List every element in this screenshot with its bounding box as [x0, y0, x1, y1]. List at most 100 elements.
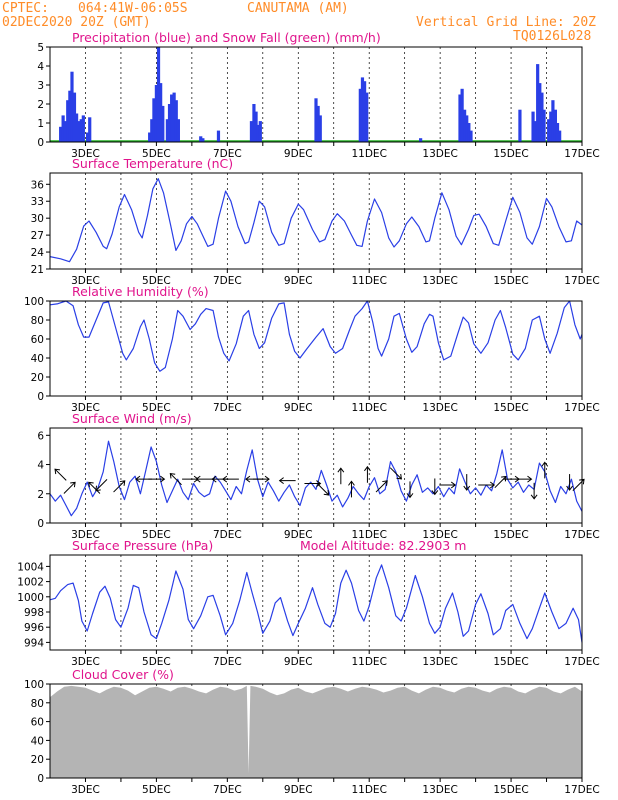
- precip-y-tick-label: 0: [37, 137, 44, 149]
- precip-bar: [199, 136, 203, 142]
- precip-x-tick-label: 13DEC: [422, 148, 457, 160]
- precip-y-tick-label: 2: [37, 99, 44, 111]
- coordinates-label: 064:41W-06:05S: [78, 1, 188, 16]
- wind-arrow: [389, 467, 402, 480]
- wind-frame: [49, 427, 583, 524]
- precip-bar: [152, 98, 156, 142]
- temp-x-tick-label: 9DEC: [284, 275, 313, 287]
- wind-arrow: [375, 480, 388, 493]
- temp-frame: [49, 172, 583, 270]
- precip-bar: [419, 138, 423, 142]
- pressure-frame: [49, 554, 583, 651]
- precip-x-tick-label: 7DEC: [213, 148, 242, 160]
- rh-y-tick-label: 60: [31, 334, 44, 346]
- precip-y-tick-label: 4: [37, 61, 44, 73]
- cloud-x-tick-label: 13DEC: [422, 784, 457, 796]
- rh-y-tick-label: 40: [31, 353, 44, 365]
- cloud-x-tick-label: 9DEC: [284, 784, 313, 796]
- precip-bar: [77, 121, 81, 142]
- source-label: CPTEC:: [2, 1, 49, 16]
- temp-y-tick-label: 33: [31, 196, 44, 208]
- precip-bar: [547, 119, 551, 142]
- precip-bar: [85, 132, 90, 142]
- pressure-y-tick-label: 1002: [17, 577, 44, 589]
- rh-x-tick-label: 15DEC: [493, 402, 528, 414]
- precip-bar: [176, 119, 180, 142]
- precip-bar: [156, 47, 161, 142]
- precip-bar: [458, 94, 462, 142]
- temp-line: [49, 178, 583, 263]
- wind-line: [49, 440, 583, 517]
- precip-bar: [258, 121, 262, 142]
- pressure-panel: Surface Pressure (hPa) Model Altitude: 82…: [17, 538, 599, 668]
- rh-y-tick-label: 0: [37, 391, 44, 403]
- cloud-panel: Cloud Cover (%) 0 20 40 60 80 100 3DEC 5DEC 7DEC 9…: [24, 667, 600, 796]
- precip-bar: [150, 119, 154, 142]
- wind-arrow: [478, 481, 496, 489]
- precip-bar: [172, 92, 176, 142]
- wind-y-tick-label: 2: [37, 489, 44, 501]
- precip-y-tick-label: 3: [37, 80, 44, 92]
- pressure-y-tick-label: 998: [24, 607, 44, 619]
- rh-y-tick-label: 80: [31, 315, 44, 327]
- precip-bar: [518, 109, 522, 142]
- wind-x-tick-label: 17DEC: [564, 529, 599, 541]
- precip-frame: [49, 46, 583, 143]
- pressure-x-tick-label: 7DEC: [213, 656, 242, 668]
- precip-bar: [538, 83, 542, 142]
- wind-arrow: [278, 477, 296, 485]
- precip-x-tick-label: 17DEC: [564, 148, 599, 160]
- cloud-y-tick-label: 0: [37, 773, 44, 785]
- precip-y-tick-label: 1: [37, 118, 44, 130]
- precip-bar: [256, 124, 260, 142]
- rh-panel: Relative Humidity (%) 0 20 40 60 80 100 3DEC 5DE…: [24, 284, 600, 414]
- precip-bar: [358, 88, 362, 142]
- wind-arrow: [88, 481, 101, 494]
- pressure-y-tick-label: 996: [24, 622, 44, 634]
- precip-bar: [555, 123, 560, 142]
- pressure-y-tick-label: 994: [24, 637, 44, 649]
- temp-x-tick-label: 3DEC: [71, 275, 100, 287]
- temp-y-tick-label: 21: [31, 264, 44, 276]
- rh-y-tick-label: 100: [24, 296, 44, 308]
- precip-bar: [365, 92, 369, 142]
- precip-bar: [463, 109, 467, 142]
- rh-x-tick-label: 9DEC: [284, 402, 313, 414]
- precip-bar: [542, 109, 546, 142]
- pressure-x-tick-label: 11DEC: [351, 656, 386, 668]
- pressure-x-tick-label: 5DEC: [142, 656, 171, 668]
- wind-arrow: [169, 472, 182, 486]
- wind-arrow: [530, 482, 538, 500]
- rh-x-tick-label: 11DEC: [351, 402, 386, 414]
- wind-arrow: [337, 467, 345, 485]
- cloud-y-tick-label: 100: [24, 679, 44, 691]
- precip-bar: [68, 90, 72, 142]
- precip-bar: [161, 105, 165, 142]
- wind-x-tick-label: 9DEC: [284, 529, 313, 541]
- precip-bar: [316, 105, 320, 142]
- rh-y-tick-label: 20: [31, 372, 44, 384]
- temp-panel: Surface Temperature (nC) 21 24 27 30 33 36 3DEC…: [31, 156, 600, 287]
- precip-bar: [81, 115, 85, 142]
- cloud-y-tick-label: 40: [31, 735, 44, 747]
- precip-bar: [59, 126, 63, 142]
- precip-x-tick-label: 11DEC: [351, 148, 386, 160]
- precip-bar: [216, 130, 221, 142]
- wind-arrow: [406, 481, 414, 499]
- precip-bar: [79, 119, 83, 142]
- wind-y-tick-label: 0: [37, 518, 44, 530]
- precip-bar: [553, 109, 557, 142]
- precip-bar: [318, 115, 322, 142]
- location-label: CANUTAMA (AM): [247, 1, 349, 16]
- precip-bar: [465, 115, 469, 142]
- cloud-x-tick-label: 17DEC: [564, 784, 599, 796]
- precip-bar: [551, 100, 555, 142]
- precip-title: Precipitation (blue) and Snow Fall (gree…: [72, 30, 381, 45]
- precip-bar: [249, 121, 254, 142]
- precip-panel: Precipitation (blue) and Snow Fall (gree…: [37, 30, 599, 160]
- cloud-cover-area: [50, 685, 582, 778]
- temp-y-tick-label: 27: [31, 230, 44, 242]
- rh-x-tick-label: 3DEC: [71, 402, 100, 414]
- wind-arrow: [348, 480, 355, 498]
- cloud-frame: [49, 683, 583, 779]
